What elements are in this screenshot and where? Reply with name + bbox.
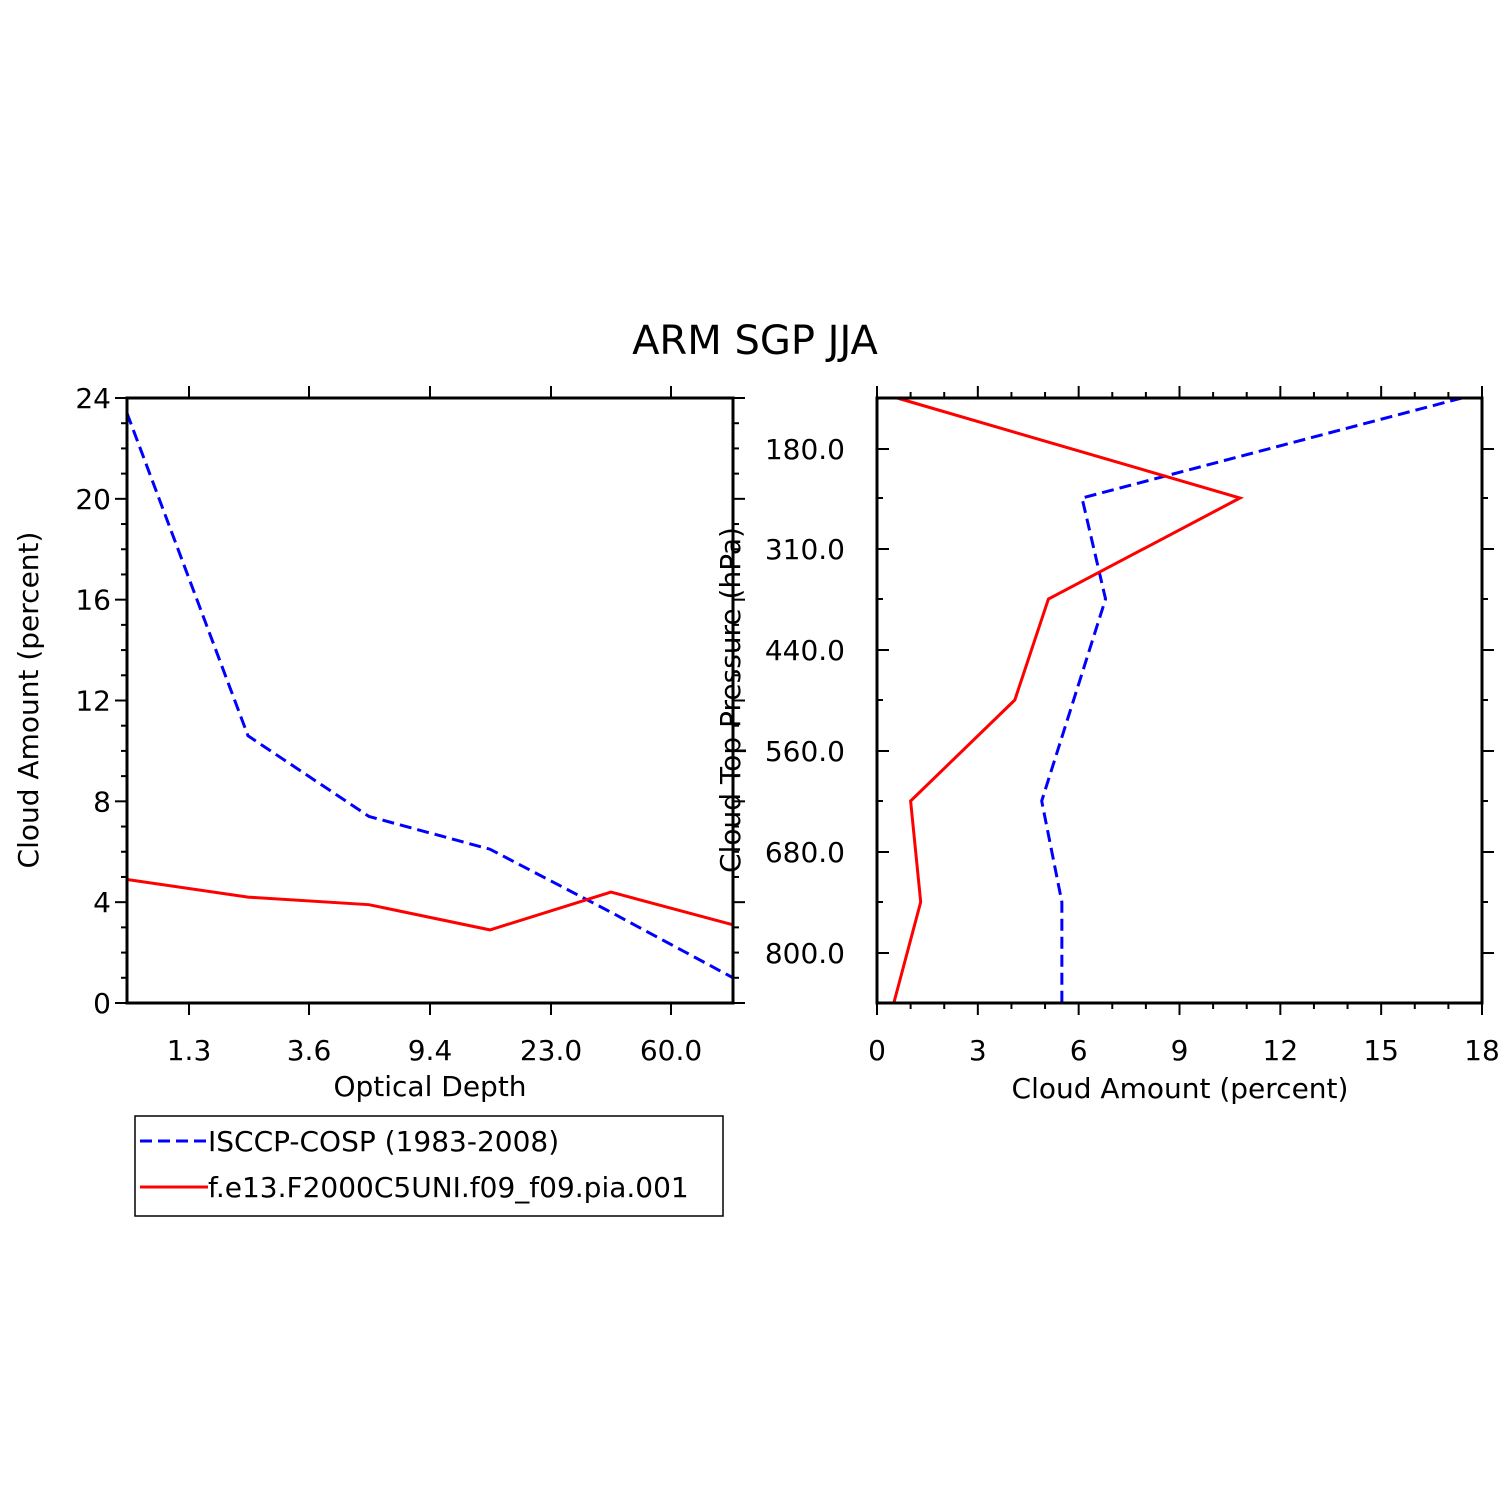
left-ytick-label: 8 [93,785,111,818]
left-ytick-label: 4 [93,886,111,919]
left-ytick-label: 24 [75,382,111,415]
left-panel: 0 4 8 12 16 20 24 1.3 3.6 9.4 23.0 60.0 Optical Dep… [12,382,745,1103]
left-series-obs-line [125,412,734,980]
right-xtick-label: 0 [868,1034,886,1067]
right-xtick-label: 3 [969,1034,987,1067]
left-ytick-label: 12 [75,685,111,718]
left-xtick-label: 1.3 [167,1034,212,1067]
right-ytick-label: 310.0 [765,533,845,566]
left-marks [125,412,734,980]
legend-label-model: f.e13.F2000C5UNI.f09_f09.pia.001 [208,1171,689,1204]
left-xtick-label: 23.0 [520,1034,582,1067]
legend-label-obs: ISCCP-COSP (1983-2008) [208,1125,559,1158]
legend: ISCCP-COSP (1983-2008) f.e13.F2000C5UNI.… [134,1115,724,1217]
left-xtick-label: 9.4 [408,1034,453,1067]
right-plot-frame [875,396,1484,1005]
right-ytick-label: 440.0 [765,634,845,667]
right-series-model-line [892,396,1244,1004]
right-ytick-label: 800.0 [765,937,845,970]
left-plot-frame [125,396,735,1005]
right-marks [892,396,1463,1004]
right-ytick-label: 560.0 [765,735,845,768]
left-ticks: 0 4 8 12 16 20 24 1.3 3.6 9.4 23.0 60.0 [75,382,745,1067]
left-xlabel: Optical Depth [333,1070,526,1103]
legend-box [134,1115,724,1217]
right-xtick-label: 15 [1363,1034,1399,1067]
left-series-model-line [126,877,734,932]
left-ylabel: Cloud Amount (percent) [12,532,45,869]
right-series-obs-line [1040,396,1463,1003]
right-xlabel: Cloud Amount (percent) [1012,1072,1349,1105]
right-ylabel: Cloud Top Pressure (hPa) [714,527,747,873]
chart-title: ARM SGP JJA [632,318,878,364]
left-xtick-label: 60.0 [640,1034,702,1067]
right-xtick-label: 9 [1171,1034,1189,1067]
right-panel: 0 3 6 9 12 15 18 180.0 310.0 440.0 560.0 680.0 800.0… [714,386,1500,1105]
right-ytick-label: 680.0 [765,836,845,869]
right-ticks: 0 3 6 9 12 15 18 180.0 310.0 440.0 560.0 680.0 800.0 [765,386,1500,1067]
right-xtick-label: 12 [1263,1034,1299,1067]
left-xtick-label: 3.6 [287,1034,332,1067]
right-xtick-label: 18 [1464,1034,1500,1067]
left-ytick-label: 0 [93,987,111,1020]
left-ytick-label: 16 [75,584,111,617]
left-ytick-label: 20 [75,483,111,516]
right-ytick-label: 180.0 [765,433,845,466]
right-xtick-label: 6 [1070,1034,1088,1067]
